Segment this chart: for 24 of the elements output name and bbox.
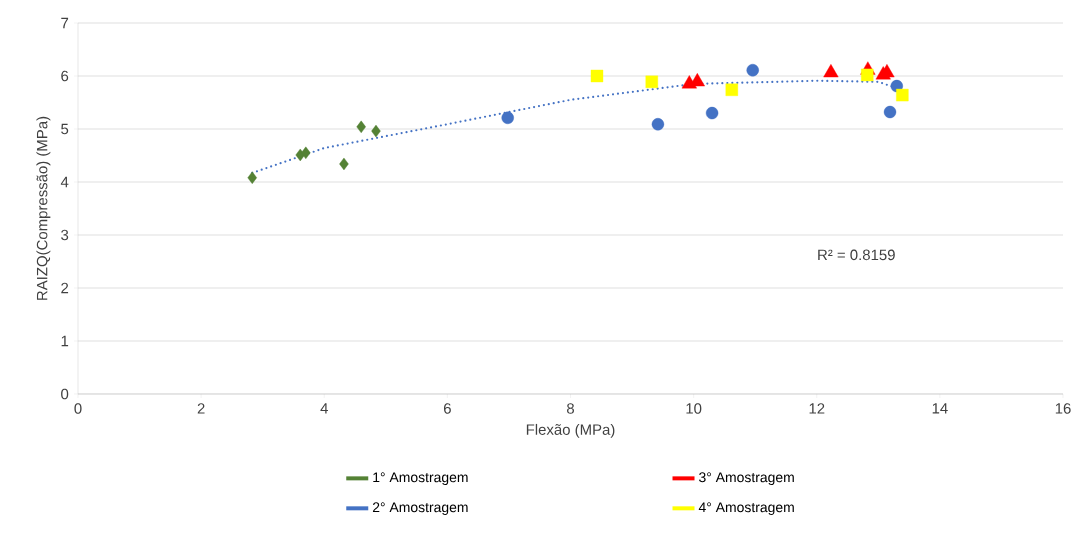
- y-tick-label: 2: [61, 282, 69, 294]
- x-axis-title: Flexão (MPa): [526, 423, 615, 438]
- x-tick-label: 2: [197, 403, 205, 414]
- x-tick-label: 10: [686, 403, 702, 414]
- x-tick-label: 6: [443, 403, 451, 414]
- y-tick-label: 5: [61, 123, 69, 135]
- x-tick-label: 4: [320, 403, 328, 414]
- legend-label: 2° Amostragem: [372, 502, 468, 515]
- y-tick-label: 7: [61, 17, 69, 29]
- legend-label: 3° Amostragem: [699, 472, 794, 485]
- y-tick-label: 6: [61, 70, 69, 82]
- x-tick-label: 14: [932, 403, 948, 414]
- x-tick-label: 8: [567, 403, 575, 414]
- y-tick-label: 0: [61, 388, 69, 400]
- y-tick-label: 4: [60, 176, 69, 188]
- x-tick-label: 16: [1055, 403, 1071, 414]
- x-tick-label: 0: [74, 403, 82, 414]
- y-axis-title: RAIZQ(Compressão) (MPa): [36, 116, 51, 300]
- y-tick-label: 3: [61, 229, 69, 241]
- x-tick-label: 12: [809, 403, 825, 414]
- annotation: R² = 0.8159: [818, 249, 895, 261]
- y-tick-label: 1: [61, 335, 69, 347]
- legend-label: 4° Amostragem: [698, 502, 794, 515]
- legend-label: 1° Amostragem: [373, 472, 468, 485]
